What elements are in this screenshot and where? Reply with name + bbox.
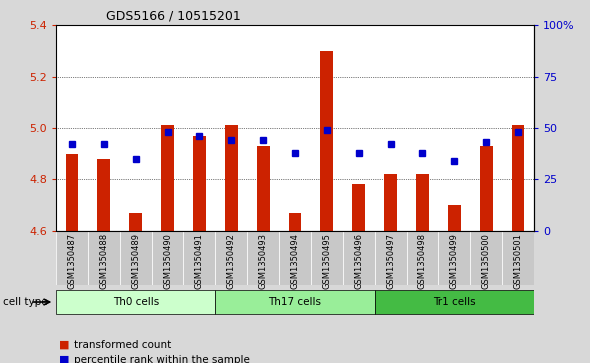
Bar [129, 213, 142, 231]
Bar [416, 174, 429, 231]
Bar [512, 125, 525, 231]
Text: GSM1350494: GSM1350494 [290, 233, 300, 289]
FancyBboxPatch shape [152, 231, 183, 285]
Bar [257, 146, 270, 231]
Text: GSM1350492: GSM1350492 [227, 233, 236, 289]
FancyBboxPatch shape [470, 231, 502, 285]
Text: GSM1350496: GSM1350496 [354, 233, 363, 289]
Text: GSM1350495: GSM1350495 [322, 233, 332, 289]
Text: Th17 cells: Th17 cells [268, 297, 322, 307]
Text: GDS5166 / 10515201: GDS5166 / 10515201 [106, 10, 241, 23]
Text: GSM1350499: GSM1350499 [450, 233, 459, 289]
FancyBboxPatch shape [438, 231, 470, 285]
FancyBboxPatch shape [311, 231, 343, 285]
Text: GSM1350491: GSM1350491 [195, 233, 204, 289]
Text: GSM1350497: GSM1350497 [386, 233, 395, 289]
Text: GSM1350490: GSM1350490 [163, 233, 172, 289]
Text: ■: ■ [59, 355, 70, 363]
Bar [289, 213, 301, 231]
FancyBboxPatch shape [215, 231, 247, 285]
FancyBboxPatch shape [183, 231, 215, 285]
Bar [480, 146, 493, 231]
FancyBboxPatch shape [56, 290, 215, 314]
FancyBboxPatch shape [502, 231, 534, 285]
Text: Tr1 cells: Tr1 cells [433, 297, 476, 307]
Text: GSM1350493: GSM1350493 [258, 233, 268, 289]
FancyBboxPatch shape [215, 290, 375, 314]
Bar [320, 51, 333, 231]
Text: GSM1350488: GSM1350488 [99, 233, 109, 289]
FancyBboxPatch shape [407, 231, 438, 285]
FancyBboxPatch shape [375, 290, 534, 314]
Bar [65, 154, 78, 231]
FancyBboxPatch shape [279, 231, 311, 285]
FancyBboxPatch shape [56, 231, 88, 285]
Bar [384, 174, 397, 231]
Text: ■: ■ [59, 340, 70, 350]
Bar [97, 159, 110, 231]
FancyBboxPatch shape [88, 231, 120, 285]
FancyBboxPatch shape [343, 231, 375, 285]
Bar [193, 136, 206, 231]
Bar [225, 125, 238, 231]
Text: GSM1350489: GSM1350489 [131, 233, 140, 289]
Text: percentile rank within the sample: percentile rank within the sample [74, 355, 250, 363]
Text: Th0 cells: Th0 cells [113, 297, 159, 307]
Text: cell type: cell type [3, 297, 48, 307]
FancyBboxPatch shape [247, 231, 279, 285]
Bar [448, 205, 461, 231]
Text: transformed count: transformed count [74, 340, 171, 350]
Text: GSM1350500: GSM1350500 [481, 233, 491, 289]
FancyBboxPatch shape [375, 231, 407, 285]
Text: GSM1350487: GSM1350487 [67, 233, 77, 289]
Text: GSM1350501: GSM1350501 [513, 233, 523, 289]
Bar [161, 125, 174, 231]
Text: GSM1350498: GSM1350498 [418, 233, 427, 289]
FancyBboxPatch shape [120, 231, 152, 285]
Bar [352, 184, 365, 231]
